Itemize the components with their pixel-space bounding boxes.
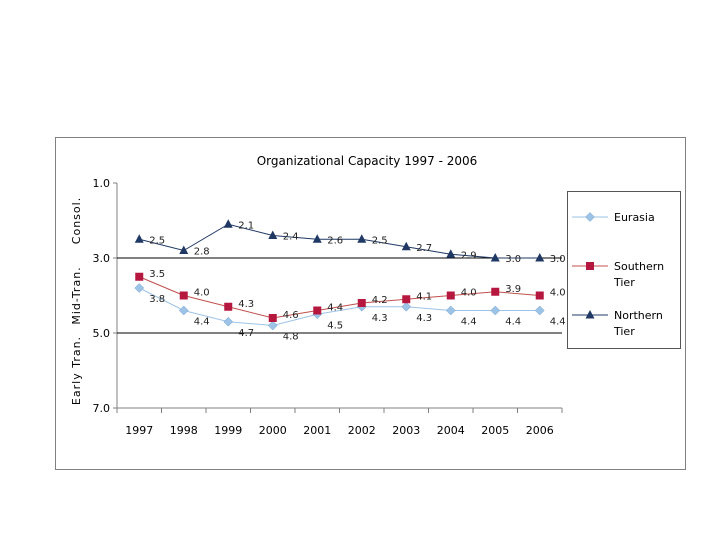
data-point-diamond [445,305,456,316]
data-point-triangle [179,245,189,254]
y-band-label: Consol. [70,197,83,244]
legend-label: Northern Tier [614,309,663,338]
y-tick-label: 3.0 [93,252,111,265]
data-label: 4.4 [194,317,210,328]
x-tick-label: 2003 [392,424,420,437]
series-line [139,223,540,259]
x-tick-label: 2002 [348,424,376,437]
data-label: 2.1 [238,220,254,231]
data-label: 3.0 [505,254,521,265]
data-label: 4.2 [372,295,388,306]
data-label: 2.9 [461,250,477,261]
data-point-square [268,314,277,322]
data-point-square [491,287,500,296]
chart-title: Organizational Capacity 1997 - 2006 [257,154,478,168]
y-tick-label: 7.0 [93,402,111,415]
data-point-square [313,306,322,315]
legend-swatch [572,212,608,222]
data-label: 4.4 [505,317,521,328]
series-line [139,287,540,327]
x-tick-label: 2004 [437,424,465,437]
x-tick-label: 2005 [481,424,509,437]
x-tick-label: 1998 [170,424,198,437]
y-tick-label: 1.0 [93,177,111,190]
x-tick-label: 2001 [303,424,331,437]
y-band-label: Mid-Tran. [70,266,83,324]
series-line [139,276,540,319]
data-point-diamond [401,301,412,312]
data-point-triangle [312,234,322,243]
data-label: 4.5 [327,320,343,331]
data-label: 3.0 [550,254,566,265]
legend: Eurasia Southern Tier Northern Tier [567,191,681,349]
data-point-triangle [357,234,367,243]
data-label: 4.8 [283,332,299,343]
data-point-square [535,291,544,300]
series-eurasia: 3.8 4.4 4.7 4.8 4.5 4.3 4.3 4.4 4.4 4.4 [134,283,566,343]
data-label: 4.4 [550,317,566,328]
data-label: 2.7 [416,243,432,254]
data-point-triangle [268,230,278,239]
data-point-square [224,302,233,311]
data-label: 4.6 [283,310,299,321]
data-point-triangle [490,253,500,262]
series-northern-tier: 2.5 2.8 2.1 2.4 2.6 2.5 2.7 2.9 3.0 3.0 [134,219,566,265]
data-point-square [179,291,188,300]
data-point-square [135,272,144,281]
data-label: 4.4 [461,317,477,328]
x-tick-label: 1997 [125,424,153,437]
legend-label: Eurasia [614,211,655,224]
data-point-triangle [446,249,456,258]
data-point-triangle [134,234,144,243]
series-layer: 3.8 4.4 4.7 4.8 4.5 4.3 4.3 4.4 4.4 4.4 3.5 4.0 4.3 4… [134,219,566,343]
data-point-diamond [585,212,595,222]
x-tick-label: 2006 [526,424,554,437]
data-label: 2.8 [194,247,210,258]
data-label: 3.5 [149,269,165,280]
series-southern-tier: 3.5 4.0 4.3 4.6 4.4 4.2 4.1 4.0 3.9 4.0 [135,269,566,322]
data-point-square [446,291,455,300]
data-label: 4.7 [238,328,254,339]
data-point-diamond [267,320,278,331]
data-label: 4.0 [550,288,566,299]
data-label: 4.4 [327,303,343,314]
data-label: 4.1 [416,291,432,302]
chart-frame [55,137,686,470]
data-point-diamond [534,305,545,316]
data-label: 4.3 [372,313,388,324]
data-point-triangle [585,310,595,319]
data-label: 4.0 [194,288,210,299]
data-point-square [586,262,594,270]
data-point-diamond [134,283,145,293]
data-label: 4.3 [238,299,254,310]
data-label: 4.3 [416,313,432,324]
legend-swatch [572,310,608,319]
data-label: 4.0 [461,288,477,299]
data-point-diamond [178,305,189,316]
x-tick-label: 2000 [259,424,287,437]
data-point-square [402,295,411,304]
data-label: 2.5 [149,235,165,246]
data-point-triangle [401,241,411,251]
data-point-square [357,299,366,307]
data-label: 2.4 [283,232,299,243]
data-point-diamond [223,316,234,327]
axes: 1.0 3.0 5.0 7.0 1997 1998 1999 2000 2001 2002 2003… [70,177,563,437]
data-label: 2.5 [372,235,388,246]
data-point-triangle [223,219,233,228]
x-tick-label: 1999 [214,424,242,437]
data-point-triangle [535,253,545,262]
y-band-label: Early Tran. [70,336,83,405]
data-label: 2.6 [327,235,343,246]
legend-label: Southern Tier [614,260,665,289]
legend-swatch [572,262,608,270]
y-tick-label: 5.0 [93,327,111,340]
data-label: 3.8 [149,294,165,305]
data-point-diamond [490,305,501,316]
data-label: 3.9 [505,284,521,295]
